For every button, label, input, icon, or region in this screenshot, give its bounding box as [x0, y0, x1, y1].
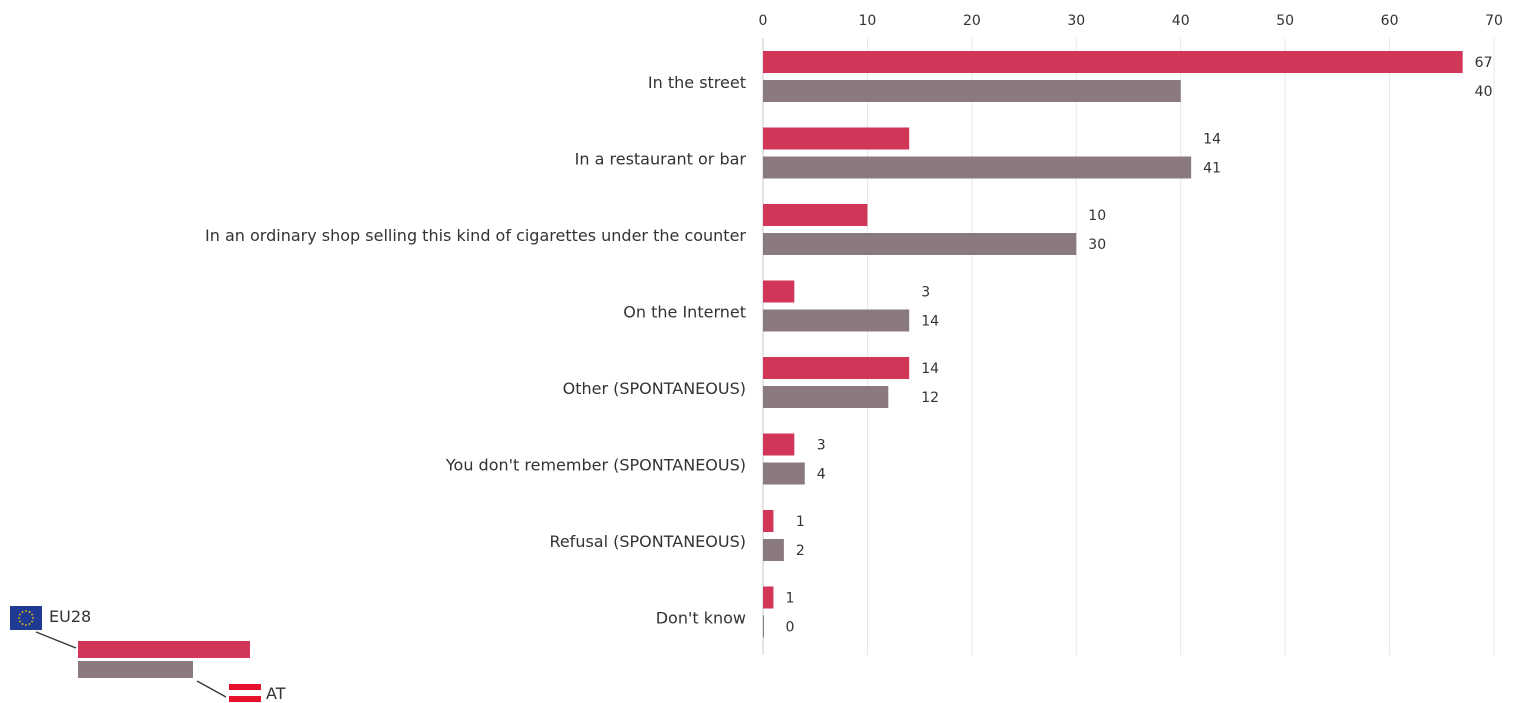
- data-label-at: 1: [796, 514, 805, 530]
- bar-eu28: [763, 233, 1077, 255]
- data-label-eu28: 2: [796, 543, 805, 559]
- bar-eu28: [763, 80, 1181, 102]
- x-axis-ticks: 0 10 20 30 40 50 60 70: [759, 13, 1503, 29]
- category-label: Refusal (SPONTANEOUS): [549, 532, 746, 551]
- x-tick-label: 40: [1172, 13, 1190, 29]
- data-label-at: 10: [1088, 208, 1106, 224]
- x-tick-label: 70: [1485, 13, 1503, 29]
- data-label-eu28: 30: [1088, 237, 1106, 253]
- data-label-eu28: 4: [817, 467, 826, 483]
- bar-at: [763, 433, 795, 456]
- data-label-at: 1: [785, 591, 794, 607]
- bar-at: [763, 357, 910, 379]
- x-tick-label: 30: [1067, 13, 1085, 29]
- bar-eu28: [763, 615, 764, 638]
- x-tick-label: 10: [859, 13, 877, 29]
- category-labels: In the street In a restaurant or bar In an…: [205, 73, 746, 628]
- bar-eu28: [763, 386, 889, 408]
- x-tick-label: 20: [963, 13, 981, 29]
- bar-at: [763, 51, 1463, 73]
- data-label-at: 14: [921, 361, 939, 377]
- bar-eu28: [763, 309, 910, 332]
- data-label-eu28: 0: [785, 620, 794, 636]
- category-label: In an ordinary shop selling this kind of…: [205, 226, 746, 245]
- x-tick-label: 60: [1381, 13, 1399, 29]
- data-label-at: 14: [1203, 132, 1221, 148]
- bar-eu28: [763, 462, 805, 485]
- data-label-eu28: 14: [921, 314, 939, 330]
- category-label: In a restaurant or bar: [575, 150, 747, 169]
- bar-at: [763, 280, 795, 303]
- data-label-eu28: 12: [921, 390, 939, 406]
- data-label-eu28: 40: [1475, 84, 1493, 100]
- data-label-at: 3: [817, 438, 826, 454]
- category-label: Don't know: [656, 609, 746, 628]
- category-label: In the street: [648, 73, 746, 92]
- x-tick-label: 0: [759, 13, 768, 29]
- bar-at: [763, 204, 868, 226]
- category-label: Other (SPONTANEOUS): [563, 379, 746, 398]
- data-label-at: 67: [1475, 55, 1493, 71]
- data-label-eu28: 41: [1203, 161, 1221, 177]
- bar-eu28: [763, 156, 1192, 179]
- data-label-at: 3: [921, 285, 930, 301]
- bar-at: [763, 586, 774, 609]
- bar-at: [763, 127, 910, 150]
- category-label: You don't remember (SPONTANEOUS): [445, 456, 746, 475]
- x-tick-label: 50: [1276, 13, 1294, 29]
- bars: [763, 51, 1463, 638]
- bar-eu28: [763, 539, 784, 561]
- bar-at: [763, 510, 774, 532]
- category-label: On the Internet: [623, 303, 746, 322]
